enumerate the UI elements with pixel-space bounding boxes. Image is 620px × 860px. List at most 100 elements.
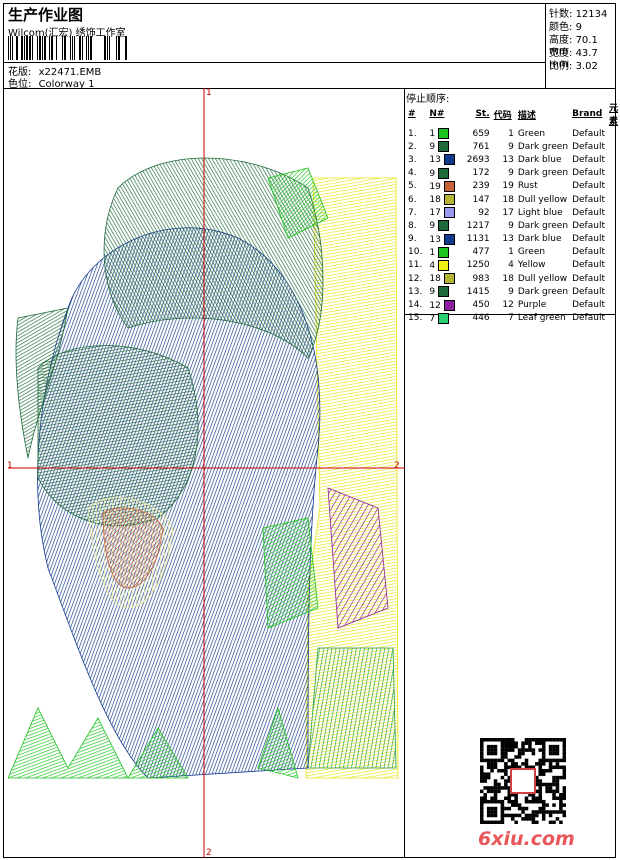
row-brand: Default bbox=[572, 168, 605, 179]
row-index: 6. bbox=[408, 194, 417, 205]
table-row: 14. 12 450 12 Purple Default bbox=[406, 298, 620, 311]
row-description: Dark green bbox=[517, 220, 569, 231]
row-description: Light blue bbox=[517, 207, 563, 218]
row-description: Dark blue bbox=[517, 234, 562, 245]
row-needle: 9 bbox=[427, 140, 464, 153]
qr-code bbox=[480, 738, 566, 824]
spec-stitches: 针数: 12134 bbox=[549, 9, 608, 20]
row-element bbox=[607, 312, 620, 325]
row-element bbox=[607, 127, 620, 140]
row-description: Dull yellow bbox=[517, 273, 568, 284]
col-header-element: 元素 bbox=[608, 104, 618, 127]
axis-label-top: 1 bbox=[206, 88, 212, 98]
row-brand: Default bbox=[572, 234, 605, 245]
row-code: 4 bbox=[508, 260, 514, 271]
col-header-brand: Brand bbox=[572, 109, 603, 119]
design-file-row: 花版: x22471.EMB bbox=[8, 63, 101, 78]
row-brand: Default bbox=[572, 313, 605, 324]
colorway-row: 色位: Colorway 1 bbox=[8, 75, 94, 90]
design-file-value: x22471.EMB bbox=[38, 67, 102, 78]
row-element bbox=[607, 206, 620, 219]
divider-table-bottom bbox=[404, 314, 616, 315]
row-needle: 9 bbox=[427, 219, 464, 232]
row-brand: Default bbox=[572, 286, 605, 297]
color-swatch bbox=[437, 246, 449, 258]
axis-label-bottom: 2 bbox=[206, 848, 212, 858]
row-index: 15. bbox=[408, 313, 423, 324]
row-element bbox=[607, 298, 620, 311]
row-description: Leaf green bbox=[517, 313, 566, 324]
color-swatch bbox=[437, 312, 449, 324]
row-brand: Default bbox=[572, 220, 605, 231]
color-swatch bbox=[437, 167, 449, 179]
row-brand: Default bbox=[572, 181, 605, 192]
divider-vertical-right bbox=[545, 3, 546, 88]
color-swatch bbox=[437, 286, 449, 298]
row-element bbox=[607, 272, 620, 285]
row-needle: 17 bbox=[427, 206, 464, 219]
row-needle: 7 bbox=[427, 312, 464, 325]
design-file-label: 花版: bbox=[8, 67, 32, 78]
row-stitches: 450 bbox=[472, 300, 490, 311]
embroidery-design-preview bbox=[8, 88, 405, 858]
colorway-value: Colorway 1 bbox=[38, 79, 95, 90]
row-element bbox=[607, 193, 620, 206]
row-index: 8. bbox=[408, 220, 417, 231]
table-row: 3. 13 2693 13 Dark blue Default bbox=[406, 153, 620, 166]
row-stitches: 172 bbox=[472, 168, 490, 179]
table-row: 10. 1 477 1 Green Default bbox=[406, 246, 620, 259]
row-stitches: 659 bbox=[472, 128, 490, 139]
row-brand: Default bbox=[572, 128, 605, 139]
row-code: 18 bbox=[502, 194, 514, 205]
color-swatch bbox=[437, 128, 449, 140]
color-sequence-table: # N# St. 代码 描述 Brand 元素 1. 1 659 1 Green Def… bbox=[406, 101, 620, 325]
row-needle: 18 bbox=[427, 193, 464, 206]
table-row: 6. 18 147 18 Dull yellow Default bbox=[406, 193, 620, 206]
row-index: 3. bbox=[408, 154, 417, 165]
page-title: 生产作业图 bbox=[8, 6, 84, 24]
row-stitches: 1217 bbox=[466, 220, 490, 231]
row-element bbox=[607, 180, 620, 193]
row-code: 13 bbox=[502, 234, 514, 245]
spec-height: 高度: 70.1 mm bbox=[549, 35, 598, 57]
row-code: 9 bbox=[508, 220, 514, 231]
row-code: 18 bbox=[502, 273, 514, 284]
table-row: 15. 7 446 7 Leaf green Default bbox=[406, 312, 620, 325]
divider-header bbox=[3, 88, 616, 89]
row-description: Green bbox=[517, 247, 546, 258]
row-brand: Default bbox=[572, 141, 605, 152]
row-stitches: 446 bbox=[472, 313, 490, 324]
row-element bbox=[607, 153, 620, 166]
table-header-row: # N# St. 代码 描述 Brand 元素 bbox=[406, 101, 620, 127]
table-row: 1. 1 659 1 Green Default bbox=[406, 127, 620, 140]
spec-scale: 比例: 3.02 bbox=[549, 61, 598, 72]
table-row: 13. 9 1415 9 Dark green Default bbox=[406, 285, 620, 298]
col-header-needle: N# bbox=[429, 109, 445, 119]
table-row: 9. 13 1131 13 Dark blue Default bbox=[406, 233, 620, 246]
color-swatch bbox=[437, 259, 449, 271]
row-stitches: 761 bbox=[472, 141, 490, 152]
row-index: 14. bbox=[408, 300, 423, 311]
color-swatch bbox=[443, 299, 455, 311]
axis-label-right: 2 bbox=[394, 461, 400, 471]
col-header-description: 描述 bbox=[517, 110, 536, 121]
row-needle: 13 bbox=[427, 233, 464, 246]
table-row: 2. 9 761 9 Dark green Default bbox=[406, 140, 620, 153]
table-row: 8. 9 1217 9 Dark green Default bbox=[406, 219, 620, 232]
row-code: 9 bbox=[508, 141, 514, 152]
row-needle: 1 bbox=[427, 127, 464, 140]
row-element bbox=[607, 140, 620, 153]
row-needle: 13 bbox=[427, 153, 464, 166]
row-description: Purple bbox=[517, 300, 547, 311]
spec-colors: 颜色: 9 bbox=[549, 22, 582, 33]
row-stitches: 92 bbox=[478, 207, 490, 218]
row-code: 7 bbox=[508, 313, 514, 324]
row-needle: 4 bbox=[427, 259, 464, 272]
row-index: 10. bbox=[408, 247, 423, 258]
row-code: 1 bbox=[508, 247, 514, 258]
row-needle: 12 bbox=[427, 298, 464, 311]
sheet-frame bbox=[3, 3, 616, 858]
row-index: 4. bbox=[408, 168, 417, 179]
row-index: 12. bbox=[408, 273, 423, 284]
row-needle: 9 bbox=[427, 285, 464, 298]
